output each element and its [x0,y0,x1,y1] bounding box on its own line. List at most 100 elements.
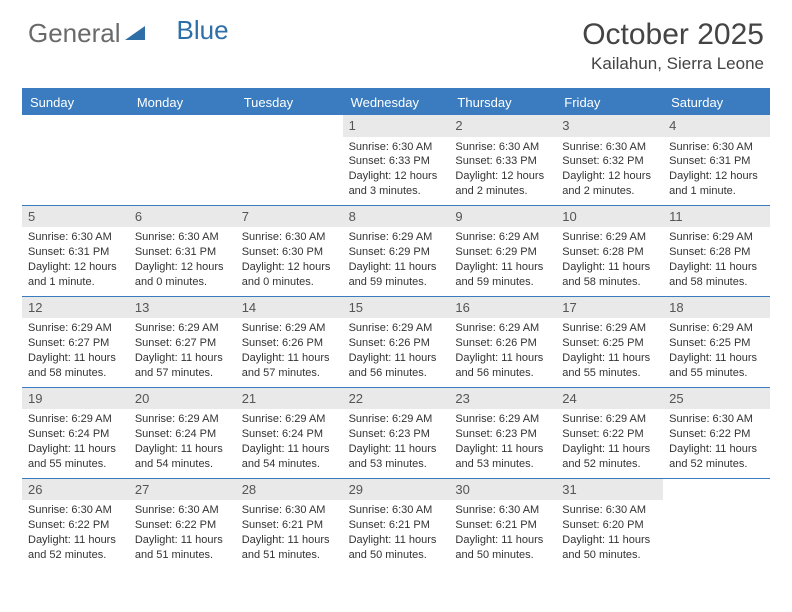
day-cell: 13Sunrise: 6:29 AMSunset: 6:27 PMDayligh… [129,297,236,387]
sunrise-label: Sunrise: 6:29 AM [242,321,337,336]
day-number [236,115,343,137]
weekday-label: Thursday [449,90,556,115]
day-cell: 31Sunrise: 6:30 AMSunset: 6:20 PMDayligh… [556,479,663,569]
weekday-label: Saturday [663,90,770,115]
sunset-label: Sunset: 6:26 PM [349,336,444,351]
sunset-label: Sunset: 6:29 PM [455,245,550,260]
day-number: 4 [663,115,770,137]
weekday-label: Tuesday [236,90,343,115]
day-cell: 26Sunrise: 6:30 AMSunset: 6:22 PMDayligh… [22,479,129,569]
sunset-label: Sunset: 6:21 PM [242,518,337,533]
day-cell: 10Sunrise: 6:29 AMSunset: 6:28 PMDayligh… [556,206,663,296]
sunset-label: Sunset: 6:25 PM [669,336,764,351]
sunset-label: Sunset: 6:33 PM [455,154,550,169]
sunset-label: Sunset: 6:31 PM [669,154,764,169]
daylight-label: Daylight: 11 hours and 55 minutes. [562,351,657,381]
day-number: 29 [343,479,450,501]
day-number: 21 [236,388,343,410]
sunrise-label: Sunrise: 6:30 AM [455,140,550,155]
sunrise-label: Sunrise: 6:29 AM [28,412,123,427]
day-number: 10 [556,206,663,228]
day-cell: 4Sunrise: 6:30 AMSunset: 6:31 PMDaylight… [663,115,770,205]
day-cell [22,115,129,205]
week-row: 26Sunrise: 6:30 AMSunset: 6:22 PMDayligh… [22,478,770,569]
daylight-label: Daylight: 11 hours and 58 minutes. [28,351,123,381]
week-row: 5Sunrise: 6:30 AMSunset: 6:31 PMDaylight… [22,205,770,296]
sunrise-label: Sunrise: 6:30 AM [349,503,444,518]
sunset-label: Sunset: 6:26 PM [455,336,550,351]
sunset-label: Sunset: 6:33 PM [349,154,444,169]
day-number: 3 [556,115,663,137]
day-number [22,115,129,137]
day-cell: 12Sunrise: 6:29 AMSunset: 6:27 PMDayligh… [22,297,129,387]
day-number: 12 [22,297,129,319]
weeks-container: 1Sunrise: 6:30 AMSunset: 6:33 PMDaylight… [22,115,770,569]
day-cell [129,115,236,205]
calendar: Sunday Monday Tuesday Wednesday Thursday… [22,88,770,569]
day-number: 16 [449,297,556,319]
daylight-label: Daylight: 11 hours and 55 minutes. [669,351,764,381]
daylight-label: Daylight: 12 hours and 1 minute. [669,169,764,199]
week-row: 19Sunrise: 6:29 AMSunset: 6:24 PMDayligh… [22,387,770,478]
day-cell: 8Sunrise: 6:29 AMSunset: 6:29 PMDaylight… [343,206,450,296]
day-number: 23 [449,388,556,410]
day-number: 8 [343,206,450,228]
sunset-label: Sunset: 6:24 PM [135,427,230,442]
location-label: Kailahun, Sierra Leone [582,54,764,74]
sunrise-label: Sunrise: 6:30 AM [242,503,337,518]
day-number: 11 [663,206,770,228]
day-cell: 25Sunrise: 6:30 AMSunset: 6:22 PMDayligh… [663,388,770,478]
day-cell: 18Sunrise: 6:29 AMSunset: 6:25 PMDayligh… [663,297,770,387]
sunrise-label: Sunrise: 6:30 AM [28,230,123,245]
weekday-label: Sunday [22,90,129,115]
day-number: 18 [663,297,770,319]
sunrise-label: Sunrise: 6:29 AM [242,412,337,427]
sunrise-label: Sunrise: 6:30 AM [669,412,764,427]
daylight-label: Daylight: 11 hours and 59 minutes. [349,260,444,290]
sunset-label: Sunset: 6:26 PM [242,336,337,351]
weekday-label: Monday [129,90,236,115]
logo-text-general: General [28,18,121,49]
sunset-label: Sunset: 6:22 PM [135,518,230,533]
page-title: October 2025 [582,18,764,52]
sunrise-label: Sunrise: 6:30 AM [135,503,230,518]
day-number: 9 [449,206,556,228]
daylight-label: Daylight: 12 hours and 3 minutes. [349,169,444,199]
daylight-label: Daylight: 11 hours and 54 minutes. [242,442,337,472]
day-cell: 6Sunrise: 6:30 AMSunset: 6:31 PMDaylight… [129,206,236,296]
day-number: 27 [129,479,236,501]
sunrise-label: Sunrise: 6:29 AM [455,321,550,336]
sunrise-label: Sunrise: 6:29 AM [349,321,444,336]
day-cell: 23Sunrise: 6:29 AMSunset: 6:23 PMDayligh… [449,388,556,478]
daylight-label: Daylight: 11 hours and 51 minutes. [135,533,230,563]
sunrise-label: Sunrise: 6:30 AM [28,503,123,518]
sunset-label: Sunset: 6:31 PM [28,245,123,260]
daylight-label: Daylight: 11 hours and 56 minutes. [349,351,444,381]
triangle-icon [125,18,147,49]
sunset-label: Sunset: 6:29 PM [349,245,444,260]
daylight-label: Daylight: 11 hours and 55 minutes. [28,442,123,472]
sunset-label: Sunset: 6:28 PM [562,245,657,260]
day-cell: 14Sunrise: 6:29 AMSunset: 6:26 PMDayligh… [236,297,343,387]
daylight-label: Daylight: 12 hours and 2 minutes. [455,169,550,199]
week-row: 1Sunrise: 6:30 AMSunset: 6:33 PMDaylight… [22,115,770,205]
weekday-label: Wednesday [343,90,450,115]
sunrise-label: Sunrise: 6:29 AM [669,230,764,245]
daylight-label: Daylight: 12 hours and 2 minutes. [562,169,657,199]
day-cell [236,115,343,205]
day-number: 15 [343,297,450,319]
daylight-label: Daylight: 11 hours and 52 minutes. [669,442,764,472]
sunrise-label: Sunrise: 6:29 AM [349,412,444,427]
sunset-label: Sunset: 6:24 PM [28,427,123,442]
day-cell: 19Sunrise: 6:29 AMSunset: 6:24 PMDayligh… [22,388,129,478]
day-number: 24 [556,388,663,410]
day-number: 17 [556,297,663,319]
day-cell: 21Sunrise: 6:29 AMSunset: 6:24 PMDayligh… [236,388,343,478]
sunset-label: Sunset: 6:30 PM [242,245,337,260]
sunset-label: Sunset: 6:22 PM [669,427,764,442]
day-cell: 24Sunrise: 6:29 AMSunset: 6:22 PMDayligh… [556,388,663,478]
day-cell: 20Sunrise: 6:29 AMSunset: 6:24 PMDayligh… [129,388,236,478]
daylight-label: Daylight: 11 hours and 57 minutes. [242,351,337,381]
day-number: 6 [129,206,236,228]
sunrise-label: Sunrise: 6:29 AM [455,230,550,245]
